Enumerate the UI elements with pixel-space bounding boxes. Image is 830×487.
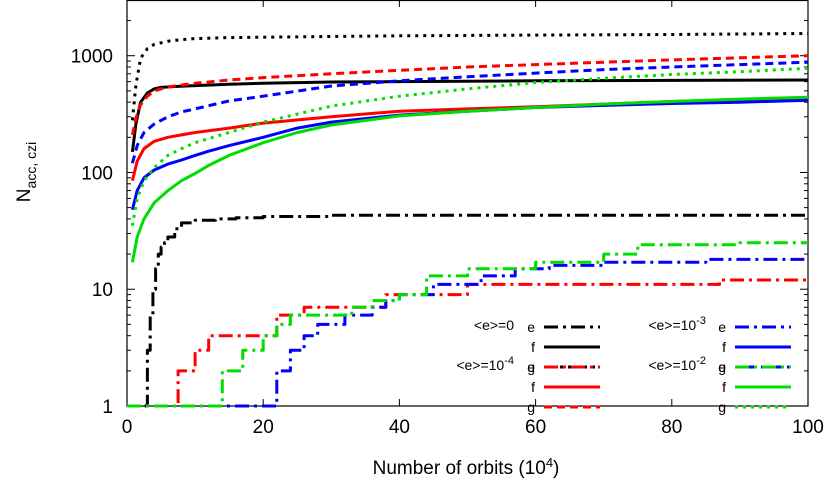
x-tick-label: 100 <box>792 417 824 438</box>
legend-group-prefix: <e>=0 <box>474 317 514 333</box>
x-tick-label: 20 <box>253 417 274 438</box>
legend-group-prefix: <e>=10 <box>456 357 504 373</box>
legend-group-label: <e>=10-4 <box>456 355 514 373</box>
x-tick-label: 40 <box>389 417 410 438</box>
legend-group-sup: -3 <box>696 315 706 327</box>
legend-group-prefix: <e>=10 <box>648 317 696 333</box>
legend-key-label: e <box>527 319 535 335</box>
legend-group-label: <e>=0 <box>474 317 514 333</box>
x-tick-label: 60 <box>525 417 546 438</box>
legend-key-label: g <box>527 399 535 415</box>
plot-frame <box>126 0 809 407</box>
y-axis-label: Nacc, czi <box>14 142 39 202</box>
series-line-0 <box>144 213 808 408</box>
y-tick-label: 100 <box>81 163 113 184</box>
series-line-5 <box>130 54 809 136</box>
legend-key-label: g <box>718 399 726 415</box>
series-line-1 <box>130 78 809 153</box>
legend: efgefgefgefg<e>=0<e>=10-4<e>=10-3<e>=10-… <box>456 315 791 415</box>
legend-key-label: f <box>531 339 535 355</box>
series-lines <box>127 32 809 408</box>
series-line-6 <box>127 257 808 408</box>
legend-group-prefix: <e>=10 <box>648 357 696 373</box>
legend-key-label: e <box>718 319 726 335</box>
y-tick-label: 10 <box>92 280 113 301</box>
series-line-11 <box>130 66 809 226</box>
tick-labels: 0 20 40 60 80 100 1 10 100 1000 <box>71 47 824 438</box>
series-line-10 <box>130 95 809 263</box>
legend-key-label: g <box>718 359 726 375</box>
legend-key-label: f <box>531 379 535 395</box>
series-line-9 <box>127 241 808 408</box>
legend-group-label: <e>=10-3 <box>648 315 706 333</box>
legend-key-label: g <box>527 359 535 375</box>
legend-key-label: e <box>718 359 726 375</box>
legend-group-sup: -4 <box>504 355 514 367</box>
y-tick-label: 1000 <box>71 47 113 68</box>
y-tick-label: 1 <box>102 397 113 418</box>
series-line-3 <box>127 278 808 408</box>
legend-group-sup: -2 <box>696 355 706 367</box>
x-tick-label: 80 <box>661 417 682 438</box>
legend-key-label: f <box>722 339 726 355</box>
legend-key-label: e <box>527 359 535 375</box>
x-axis-label: Number of orbits (104) <box>373 455 560 479</box>
series-line-8 <box>130 60 809 164</box>
axes-frame <box>126 0 809 407</box>
legend-key-label: f <box>722 379 726 395</box>
x-tick-label: 0 <box>122 417 133 438</box>
series-line-2 <box>130 32 809 121</box>
legend-group-label: <e>=10-2 <box>648 355 706 373</box>
